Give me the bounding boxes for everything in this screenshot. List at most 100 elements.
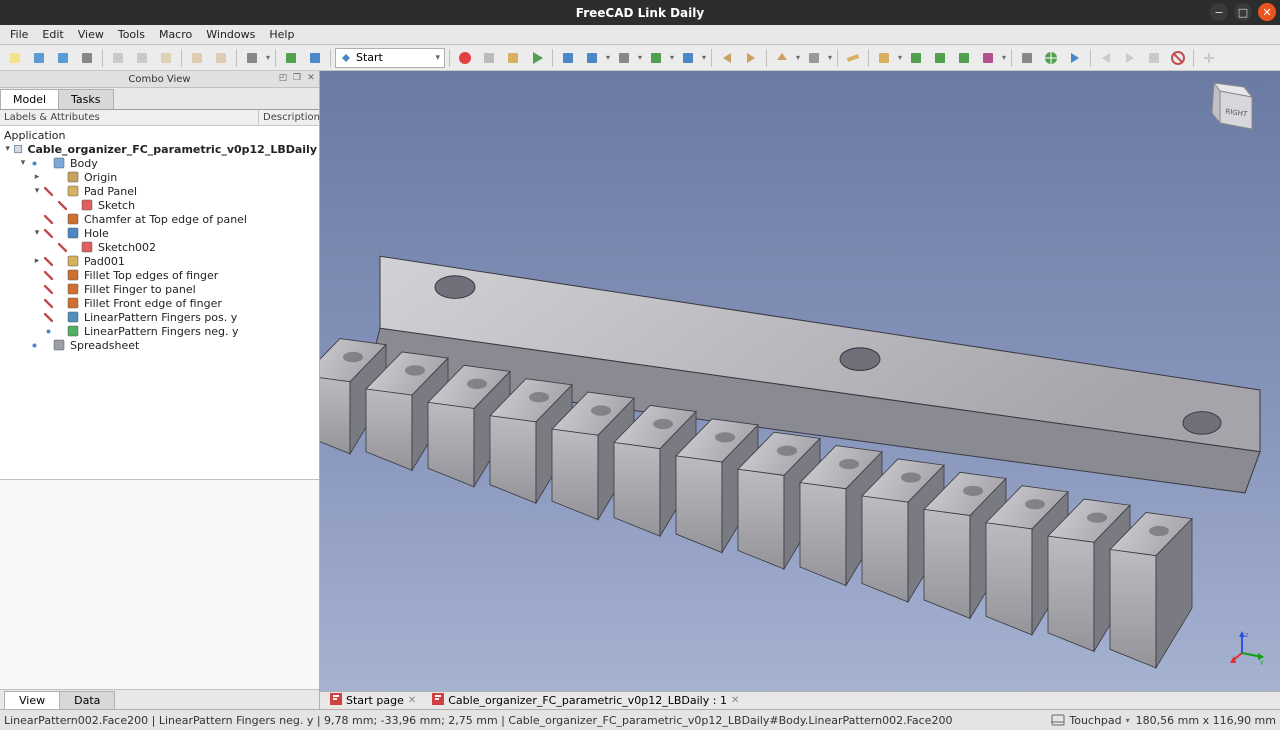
link-stop-button[interactable]	[1167, 47, 1189, 69]
globe-button[interactable]	[1040, 47, 1062, 69]
visibility-icon[interactable]	[44, 229, 64, 238]
toggle-icon[interactable]: ▾	[32, 186, 42, 196]
paste-button[interactable]	[155, 47, 177, 69]
menu-tools[interactable]: Tools	[112, 26, 151, 43]
visibility-icon[interactable]	[30, 341, 50, 350]
combo-detach-icon[interactable]: ❐	[291, 73, 303, 85]
tree-item[interactable]: Sketch	[0, 198, 319, 212]
cut-button[interactable]	[107, 47, 129, 69]
tree-item[interactable]: Fillet Finger to panel	[0, 282, 319, 296]
tab-model[interactable]: Model	[0, 89, 59, 109]
tree-document[interactable]: ▾ Cable_organizer_FC_parametric_v0p12_LB…	[0, 142, 319, 156]
menu-view[interactable]: View	[72, 26, 110, 43]
minimize-button[interactable]: −	[1210, 3, 1228, 21]
tree-item[interactable]: Fillet Top edges of finger	[0, 268, 319, 282]
draw-style-button[interactable]	[613, 47, 635, 69]
run-macro-button[interactable]	[526, 47, 548, 69]
tree-item[interactable]: Spreadsheet	[0, 338, 319, 352]
view-iso-button[interactable]	[645, 47, 667, 69]
toggle-icon[interactable]: ▾	[18, 158, 28, 168]
copy-button[interactable]	[131, 47, 153, 69]
open-file-button[interactable]	[28, 47, 50, 69]
nav-link-dropdown[interactable]: ▾	[827, 53, 833, 62]
workbench-selector[interactable]: Start	[335, 48, 445, 68]
tree-item[interactable]: ▾Hole	[0, 226, 319, 240]
toggle-icon[interactable]: ▸	[32, 256, 42, 266]
draw-style-dropdown[interactable]: ▾	[637, 53, 643, 62]
combo-close-icon[interactable]: ✕	[305, 73, 317, 85]
visibility-icon[interactable]	[58, 201, 78, 210]
mdi-tab-start[interactable]: Start page ✕	[326, 692, 420, 709]
toggle-icon[interactable]: ▾	[4, 144, 11, 154]
tree-item[interactable]: Sketch002	[0, 240, 319, 254]
visibility-icon[interactable]	[44, 313, 64, 322]
visibility-icon[interactable]	[44, 187, 64, 196]
visibility-icon[interactable]	[44, 257, 64, 266]
view-iso-dropdown[interactable]: ▾	[669, 53, 675, 62]
visibility-icon[interactable]	[44, 215, 64, 224]
bbox-dropdown[interactable]: ▾	[701, 53, 707, 62]
part-box-button[interactable]	[873, 47, 895, 69]
menu-macro[interactable]: Macro	[153, 26, 198, 43]
link-fwd-button[interactable]	[1119, 47, 1141, 69]
close-button[interactable]: ✕	[1258, 3, 1276, 21]
model-tree[interactable]: Application ▾ Cable_organizer_FC_paramet…	[0, 126, 319, 479]
navigation-cube[interactable]: RIGHT z	[1198, 79, 1268, 149]
tree-root[interactable]: Application	[0, 128, 319, 142]
combo-float-icon[interactable]: ◰	[277, 73, 289, 85]
refresh-button[interactable]	[241, 47, 263, 69]
reload-button[interactable]	[280, 47, 302, 69]
menu-help[interactable]: Help	[263, 26, 300, 43]
nav-up-dropdown[interactable]: ▾	[795, 53, 801, 62]
add-button[interactable]	[1198, 47, 1220, 69]
tree-item[interactable]: ▸Origin	[0, 170, 319, 184]
close-icon[interactable]: ✕	[731, 695, 739, 706]
menu-windows[interactable]: Windows	[200, 26, 261, 43]
visibility-icon[interactable]	[44, 271, 64, 280]
toggle-icon[interactable]: ▸	[32, 172, 42, 182]
tab-tasks[interactable]: Tasks	[58, 89, 113, 109]
menu-edit[interactable]: Edit	[36, 26, 69, 43]
close-icon[interactable]: ✕	[408, 695, 416, 706]
bbox-button[interactable]	[677, 47, 699, 69]
maximize-button[interactable]: □	[1234, 3, 1252, 21]
nav-fwd-button[interactable]	[740, 47, 762, 69]
tree-item[interactable]: ▾Pad Panel	[0, 184, 319, 198]
axis-dropdown[interactable]: ▾	[1001, 53, 1007, 62]
toggle-icon[interactable]: ▾	[32, 228, 42, 238]
macros-button[interactable]	[502, 47, 524, 69]
stop-macro-button[interactable]	[478, 47, 500, 69]
link-refresh-button[interactable]	[1143, 47, 1165, 69]
whatsthis-button[interactable]	[304, 47, 326, 69]
save-file-button[interactable]	[52, 47, 74, 69]
tree-item[interactable]: Fillet Front edge of finger	[0, 296, 319, 310]
part-box-dropdown[interactable]: ▾	[897, 53, 903, 62]
nav-back-button[interactable]	[716, 47, 738, 69]
fit-all-button[interactable]	[557, 47, 579, 69]
link-button[interactable]	[905, 47, 927, 69]
nav-up-button[interactable]	[771, 47, 793, 69]
status-nav[interactable]: Touchpad ▾	[1051, 714, 1129, 727]
axis-button[interactable]	[977, 47, 999, 69]
measure-button[interactable]	[842, 47, 864, 69]
link-back-button[interactable]	[1095, 47, 1117, 69]
refresh-dropdown[interactable]: ▾	[265, 53, 271, 62]
nav-link-button[interactable]	[803, 47, 825, 69]
mdi-tab-document[interactable]: Cable_organizer_FC_parametric_v0p12_LBDa…	[428, 692, 743, 709]
record-macro-button[interactable]	[454, 47, 476, 69]
tree-item[interactable]: LinearPattern Fingers pos. y	[0, 310, 319, 324]
visibility-icon[interactable]	[30, 159, 50, 168]
zoom-button[interactable]	[581, 47, 603, 69]
tree-item[interactable]: ▾Body	[0, 156, 319, 170]
link-import-button[interactable]	[929, 47, 951, 69]
print-preview-button[interactable]	[1016, 47, 1038, 69]
menu-file[interactable]: File	[4, 26, 34, 43]
3d-viewport[interactable]: RIGHT z z y Start page ✕ Cable_organizer…	[320, 71, 1280, 709]
prop-tab-view[interactable]: View	[4, 691, 60, 709]
visibility-icon[interactable]	[58, 243, 78, 252]
goto-button[interactable]	[1064, 47, 1086, 69]
print-button[interactable]	[76, 47, 98, 69]
prop-tab-data[interactable]: Data	[59, 691, 115, 709]
redo-button[interactable]	[210, 47, 232, 69]
undo-button[interactable]	[186, 47, 208, 69]
